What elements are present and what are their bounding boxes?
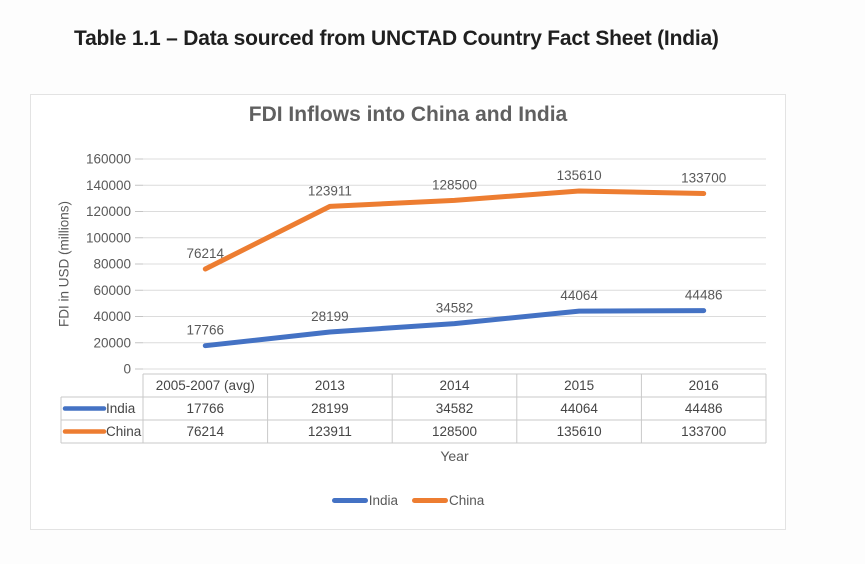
data-label-china: 123911 [308,183,352,198]
series-line-china [202,188,707,272]
line-chart-plot: 160000 140000 120000 100000 80000 60000 40000 2… [60,152,767,444]
data-label-india: 44064 [560,288,598,303]
x-axis-title: Year [440,448,469,464]
table-series-name: China [106,424,142,439]
y-tick-label: 20000 [93,335,131,350]
table-header-cell: 2016 [689,378,719,393]
legend-swatch-china [412,498,448,503]
y-tick-label: 40000 [93,309,131,324]
y-tick-label: 100000 [86,230,131,245]
table-value-cell: 128500 [432,424,477,439]
y-tick-label: 60000 [93,283,131,298]
y-tick-label: 80000 [93,257,131,272]
y-tick-label: 120000 [86,204,131,219]
table-value-cell: 123911 [308,424,352,439]
y-tick-label: 0 [123,362,131,377]
y-tick-label: 140000 [86,178,131,193]
chart-frame: FDI Inflows into China and India FDI in … [30,94,786,530]
data-label-india: 44486 [685,288,723,303]
page-title: Table 1.1 – Data sourced from UNCTAD Cou… [74,27,719,50]
table-value-cell: 76214 [187,424,225,439]
series-line-india [202,308,707,349]
table-series-name: India [106,401,136,416]
table-value-cell: 44486 [685,401,723,416]
legend-swatch-india [331,498,368,503]
legend-label: China [449,493,485,508]
table-value-cell: 17766 [187,401,225,416]
data-label-india: 17766 [187,323,225,338]
data-label-india: 34582 [436,301,474,316]
data-label-china: 76214 [187,246,225,261]
data-label-china: 135610 [557,168,602,183]
table-value-cell: 133700 [681,424,726,439]
table-value-cell: 135610 [557,424,602,439]
y-tick-label: 160000 [86,152,131,167]
table-header-cell: 2014 [439,378,470,393]
data-label-india: 28199 [311,309,349,324]
legend-item-india: India [331,493,398,508]
table-header-cell: 2013 [315,378,345,393]
data-label-china: 128500 [432,177,477,192]
table-header-cell: 2015 [564,378,594,393]
chart-legend: India China [31,493,785,508]
table-value-cell: 28199 [311,401,349,416]
table-header-cell: 2005-2007 (avg) [156,378,255,393]
chart-title: FDI Inflows into China and India [248,103,568,126]
data-label-china: 133700 [681,171,726,186]
table-value-cell: 34582 [436,401,474,416]
legend-label: India [368,493,398,508]
legend-item-china: China [412,493,484,508]
table-value-cell: 44064 [560,401,598,416]
